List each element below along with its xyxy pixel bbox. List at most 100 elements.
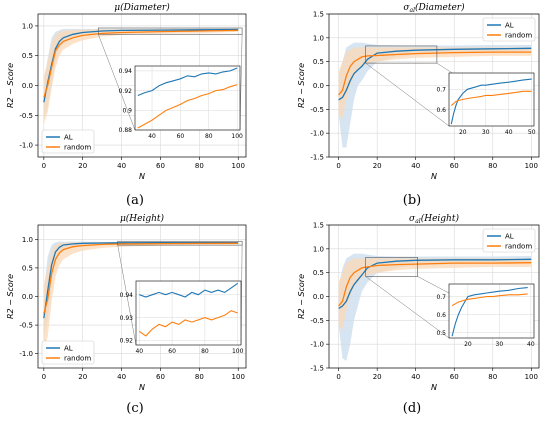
series-line-random (43, 29, 239, 98)
x-tick-label: 80 (488, 373, 497, 381)
y-tick-label: 0.0 (313, 82, 324, 90)
x-tick-label: 100 (525, 162, 538, 170)
y-tick-label: -0.5 (19, 322, 33, 330)
inset-y-tick-label: 0.92 (120, 338, 134, 345)
y-tick-label: -1.5 (310, 365, 324, 373)
x-tick-label: 80 (195, 162, 204, 170)
zoom-connector (98, 34, 136, 131)
x-axis-label: N (431, 172, 437, 181)
inset-background (449, 284, 534, 338)
axes-frame (328, 13, 540, 158)
chart-title: μ(Diameter) (114, 2, 170, 13)
inset-chart: 0.6 0.7 20 30 40 50 (436, 72, 536, 136)
inset-frame (134, 65, 241, 131)
zoom-connector (365, 276, 450, 339)
zoom-region-box (117, 240, 243, 246)
inset-x-tick-label: 40 (135, 348, 143, 355)
series-line-random (43, 242, 239, 314)
inset-x-tick-label: 80 (205, 133, 213, 140)
inset-y-tick-label: 0.7 (436, 294, 446, 301)
y-tick-label: -1.0 (310, 130, 324, 138)
y-tick-label: -1.5 (310, 154, 324, 162)
chart-panel-4: -1.5 -1.0 -0.5 0.0 0.5 1.0 1.5 0 20 40 60 80 100 N R2 … (297, 222, 540, 392)
y-tick-label: 0.0 (22, 82, 33, 90)
legend-label-al: AL (64, 134, 73, 142)
x-tick-label: 40 (117, 373, 126, 381)
x-tick-label: 80 (488, 162, 497, 170)
x-tick-label: 20 (78, 373, 87, 381)
inset-x-tick-label: 30 (496, 341, 504, 348)
y-axis-label: R2 − Score (6, 63, 15, 108)
x-tick-label: 0 (336, 373, 340, 381)
series-line-al (43, 241, 239, 319)
inset-frame (135, 280, 242, 346)
inset-series-line-random (451, 293, 528, 307)
zoom-connector (239, 34, 243, 131)
inset-y-tick-label: 0.7 (436, 87, 446, 94)
inset-x-tick-label: 30 (482, 129, 490, 136)
x-axis-label: N (431, 383, 437, 392)
y-axis-label: R2 − Score (6, 274, 15, 319)
series-line-al (338, 47, 532, 101)
legend: AL random (41, 129, 95, 154)
inset-series-line-random (137, 84, 238, 129)
legend: AL random (41, 340, 95, 365)
chart-panel-3: -1.0 -0.5 0.0 0.5 1.0 0 20 40 60 80 100 N R2 − Score… (6, 224, 247, 392)
series-line-al (43, 28, 239, 103)
x-tick-label: 100 (525, 373, 538, 381)
chart-panel-1: -1.0 -0.5 0.0 0.5 1.0 0 20 40 60 80 100 N R2 − Score… (6, 13, 247, 181)
y-tick-label: 1.5 (313, 222, 324, 230)
inset-series-line-random (450, 90, 532, 107)
y-tick-label: 0.5 (313, 269, 324, 277)
axes-frame (37, 13, 247, 158)
x-axis-label: N (139, 383, 145, 392)
x-tick-label: 40 (117, 162, 126, 170)
inset-y-tick-label: 0.9 (122, 108, 132, 115)
y-tick-label: -0.5 (19, 112, 33, 120)
inset-x-tick-label: 60 (177, 133, 185, 140)
y-tick-label: 1.0 (22, 22, 33, 30)
y-tick-label: 1.0 (22, 236, 33, 244)
panel-label-a: (a) (126, 193, 144, 208)
y-tick-label: -1.0 (310, 341, 324, 349)
inset-chart: 0.88 0.9 0.92 0.94 40 60 80 100 (119, 65, 243, 140)
y-axis-label: R2 − Score (297, 63, 306, 108)
inset-x-tick-label: 40 (505, 129, 513, 136)
inset-frame (448, 283, 535, 339)
x-tick-label: 20 (78, 162, 87, 170)
y-tick-label: 0.5 (22, 264, 33, 272)
inset-series-line-al (450, 78, 532, 125)
inset-x-tick-label: 100 (231, 133, 243, 140)
zoom-region-box (365, 257, 418, 277)
y-tick-label: 1.0 (313, 34, 324, 42)
inset-chart: 0.5 0.6 0.7 20 30 40 (436, 283, 535, 348)
inset-x-tick-label: 50 (528, 129, 536, 136)
inset-y-tick-label: 0.94 (120, 292, 134, 299)
x-tick-label: 60 (156, 373, 165, 381)
panel-label-b: (b) (402, 193, 422, 208)
x-tick-label: 0 (336, 162, 340, 170)
y-tick-label: 1.0 (313, 245, 324, 253)
y-axis-label: R2 − Score (297, 274, 306, 319)
zoom-connector (117, 245, 137, 346)
confidence-band-random (43, 242, 239, 354)
zoom-region-box (365, 45, 438, 64)
zoom-connector (365, 62, 450, 127)
x-tick-label: 60 (450, 162, 459, 170)
inset-y-tick-label: 0.88 (119, 127, 133, 134)
inset-series-line-al (137, 67, 238, 97)
legend-label-random: random (64, 355, 91, 363)
confidence-band-random (338, 47, 532, 119)
zoom-region-box (97, 27, 243, 35)
chart-title: μ(Height) (120, 213, 165, 224)
inset-x-tick-label: 20 (459, 129, 467, 136)
x-tick-label: 40 (411, 162, 420, 170)
x-tick-label: 60 (156, 162, 165, 170)
inset-y-tick-label: 0.94 (119, 68, 133, 75)
legend-label-al: AL (505, 233, 514, 241)
legend-label-random: random (505, 32, 532, 40)
inset-series-line-al (139, 282, 239, 298)
legend: AL random (482, 228, 536, 253)
inset-y-tick-label: 0.6 (436, 107, 446, 114)
